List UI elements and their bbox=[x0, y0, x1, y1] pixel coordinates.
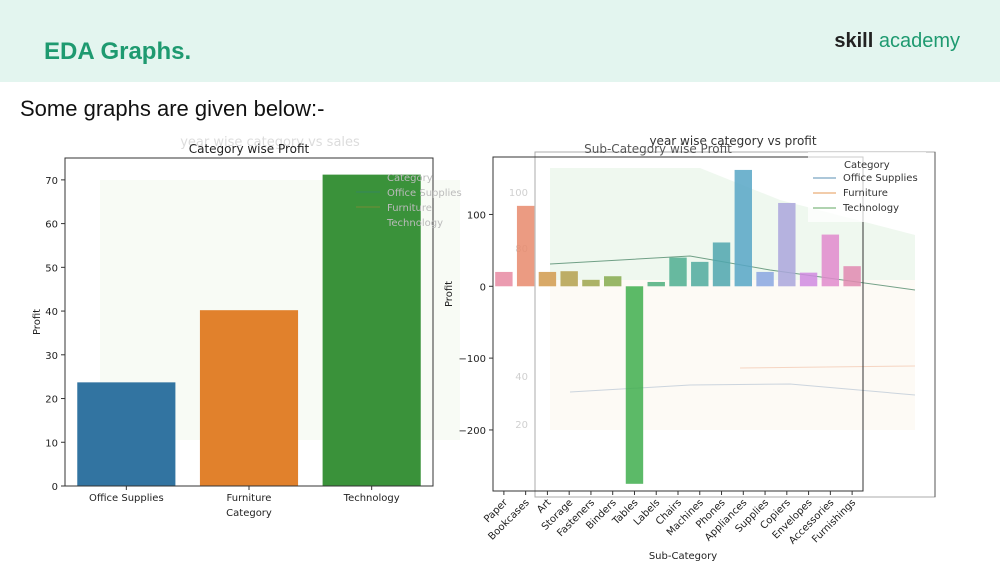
ghost-legend-text: Office Supplies bbox=[387, 188, 462, 199]
bar-envelopes bbox=[799, 272, 818, 287]
y-tick-label: 0 bbox=[480, 282, 486, 293]
svg-text:40: 40 bbox=[515, 372, 528, 383]
ghost-legend-text: Furniture bbox=[387, 203, 432, 214]
svg-text:20: 20 bbox=[515, 420, 528, 431]
slide-header: EDA Graphs. skill academy bbox=[0, 0, 1000, 82]
bar-paper bbox=[495, 271, 513, 287]
ghost-title: year wise category vs sales bbox=[180, 135, 360, 150]
y-tick-label: 70 bbox=[45, 176, 58, 187]
bar-appliances bbox=[734, 169, 752, 287]
bar-furniture bbox=[199, 310, 299, 486]
chart-title: Category wise Profit bbox=[189, 142, 310, 156]
bar-office-supplies bbox=[77, 382, 176, 486]
y-tick-label: 50 bbox=[45, 263, 58, 274]
slide-title: EDA Graphs. bbox=[44, 38, 192, 65]
y-tick-label: 60 bbox=[45, 220, 58, 231]
svg-text:100: 100 bbox=[509, 188, 528, 199]
y-tick-label: 40 bbox=[45, 307, 58, 318]
y-tick-label: 20 bbox=[45, 395, 58, 406]
bar-fasteners bbox=[582, 279, 600, 287]
plot-frame bbox=[492, 156, 864, 492]
y-axis-label: Profit bbox=[32, 309, 43, 335]
y-tick-label: 30 bbox=[45, 351, 58, 362]
x-axis-label: Sub-Category bbox=[649, 551, 717, 562]
y-tick-label: 100 bbox=[467, 210, 486, 221]
x-tick-label: Office Supplies bbox=[89, 493, 164, 504]
bar-bookcases bbox=[516, 205, 535, 287]
legend-title: Category bbox=[844, 160, 890, 171]
y-axis-label: Profit bbox=[444, 281, 455, 307]
slide-subtitle: Some graphs are given below:- bbox=[20, 96, 325, 121]
x-axis-label: Category bbox=[226, 508, 272, 519]
bar-labels bbox=[647, 281, 665, 287]
bar-chairs bbox=[669, 257, 687, 287]
ghost-title: year wise category vs profit bbox=[649, 134, 816, 148]
legend-entry: Furniture bbox=[843, 188, 888, 199]
bar-technology bbox=[322, 174, 421, 487]
plot-frame bbox=[64, 157, 434, 487]
bar-tables bbox=[625, 286, 644, 484]
y-tick-label: 0 bbox=[52, 482, 58, 493]
bar-accessories bbox=[821, 234, 840, 287]
brand-part-academy: academy bbox=[873, 30, 960, 52]
bar-binders bbox=[604, 276, 622, 287]
x-tick-label: Furniture bbox=[227, 493, 272, 504]
ghost-legend-text: Category bbox=[387, 173, 433, 184]
subcategory-profit-chart: 100804020year wise category vs profitSub… bbox=[444, 134, 936, 562]
x-tick-label: Technology bbox=[343, 493, 400, 504]
legend-entry: Technology bbox=[842, 203, 899, 214]
bar-supplies bbox=[756, 271, 774, 287]
bar-art bbox=[538, 271, 557, 287]
bar-storage bbox=[560, 271, 578, 287]
brand-logo: skill academy bbox=[834, 30, 960, 53]
legend-box bbox=[808, 152, 926, 222]
y-tick-label: 10 bbox=[45, 438, 58, 449]
y-tick-label: −200 bbox=[459, 426, 486, 437]
bar-machines bbox=[691, 261, 709, 287]
bar-copiers bbox=[778, 202, 796, 287]
ghost-legend-text: Technology bbox=[386, 218, 443, 229]
bar-phones bbox=[712, 242, 731, 287]
brand-part-skill: skill bbox=[834, 30, 874, 52]
y-tick-label: −100 bbox=[459, 354, 486, 365]
bar-furnishings bbox=[843, 266, 861, 287]
legend-entry: Office Supplies bbox=[843, 173, 918, 184]
chart-title: Sub-Category wise Profit bbox=[584, 142, 732, 156]
